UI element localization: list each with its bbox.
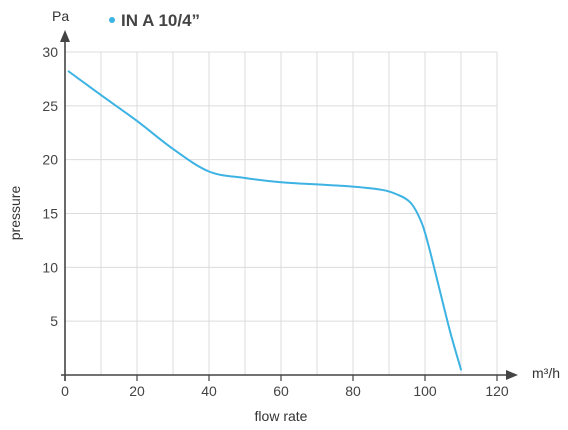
y-unit-label: Pa	[52, 8, 69, 24]
y-axis-arrow	[60, 30, 70, 42]
legend: IN A 10/4”	[109, 11, 200, 30]
grid	[65, 51, 498, 375]
y-tick-label: 5	[50, 313, 58, 329]
x-tick-label: 120	[485, 383, 509, 399]
x-tick-label: 40	[201, 383, 217, 399]
legend-marker	[109, 17, 115, 23]
axes	[60, 30, 518, 381]
legend-label: IN A 10/4”	[121, 11, 200, 30]
y-tick-label: 10	[42, 259, 58, 275]
tick-labels: 0 20 40 60 80 100 120 5 10 15 20 25 30	[42, 44, 508, 399]
series-layer	[67, 70, 462, 371]
x-tick-label: 60	[273, 383, 289, 399]
y-tick-label: 25	[42, 98, 58, 114]
y-axis-title: pressure	[7, 186, 23, 241]
y-tick-label: 15	[42, 206, 58, 222]
x-tick-label: 0	[61, 383, 69, 399]
x-tick-label: 100	[413, 383, 437, 399]
x-axis-title: flow rate	[255, 408, 308, 424]
series-line	[67, 70, 462, 371]
x-tick-label: 80	[345, 383, 361, 399]
x-unit-label: m³/h	[532, 365, 560, 381]
y-tick-label: 30	[42, 44, 58, 60]
y-tick-label: 20	[42, 152, 58, 168]
x-axis-arrow	[506, 370, 518, 380]
x-tick-label: 20	[129, 383, 145, 399]
